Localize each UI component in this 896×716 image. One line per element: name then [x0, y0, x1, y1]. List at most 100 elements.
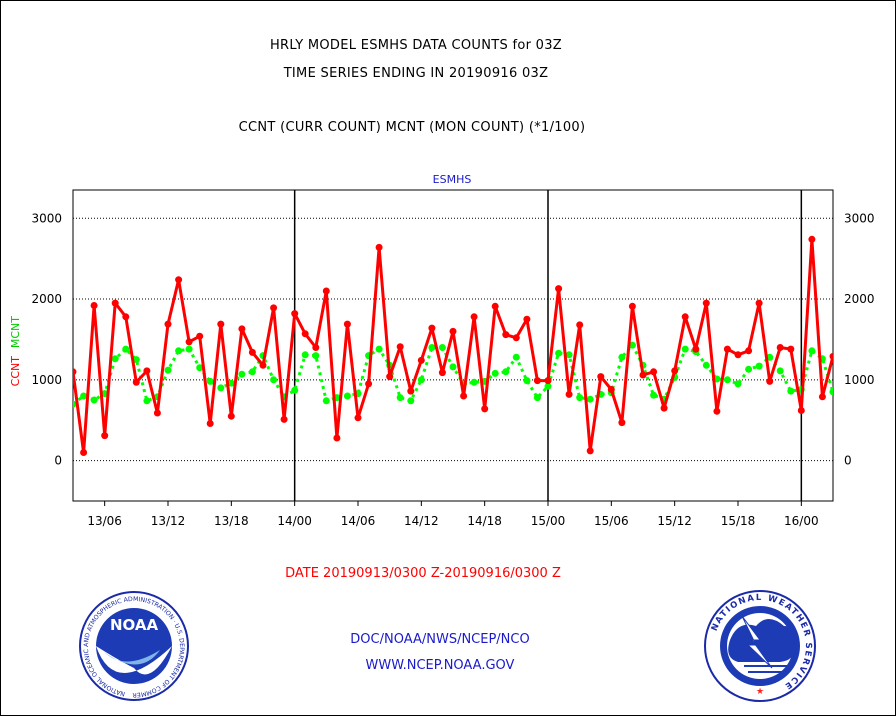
x-tick-label: 15/06	[594, 514, 629, 528]
ccnt-point	[755, 299, 763, 307]
ccnt-point	[80, 449, 88, 456]
mcnt-point	[650, 391, 658, 399]
mcnt-point	[723, 376, 731, 384]
ccnt-point	[671, 367, 679, 375]
mcnt-point	[164, 366, 172, 374]
ccnt-point	[797, 407, 805, 414]
y-tick-label-left: 3000	[31, 211, 62, 225]
credit-line-doc: DOC/NOAA/NWS/NCEP/NCO	[350, 632, 530, 647]
ccnt-point	[301, 330, 309, 338]
ccnt-point	[122, 313, 130, 321]
mcnt-point	[238, 370, 246, 378]
ccnt-point	[512, 334, 520, 342]
mcnt-point	[523, 377, 531, 385]
x-tick-label: 13/06	[87, 514, 122, 528]
mcnt-point	[438, 344, 446, 351]
ccnt-point	[365, 380, 373, 388]
date-range-label: DATE 20190913/0300 Z-20190916/0300 Z	[285, 566, 561, 581]
ccnt-point	[407, 387, 415, 395]
mcnt-point	[407, 397, 415, 405]
mcnt-point	[185, 345, 193, 353]
mcnt-point	[396, 394, 404, 402]
ccnt-point	[90, 302, 98, 309]
ccnt-point	[101, 432, 109, 440]
chart-title-line3: CCNT (CURR COUNT) MCNT (MON COUNT) (*1/1…	[238, 120, 586, 135]
mcnt-point	[132, 356, 140, 364]
ccnt-point	[481, 405, 489, 413]
mcnt-point	[470, 378, 478, 386]
x-tick-label: 14/18	[467, 514, 502, 528]
ccnt-point	[438, 369, 446, 377]
ccnt-point	[343, 320, 351, 328]
ccnt-point	[523, 315, 531, 323]
plot-area-border	[72, 189, 834, 502]
mcnt-point	[618, 353, 626, 361]
ccnt-point	[808, 235, 816, 243]
ccnt-point	[776, 344, 784, 351]
mcnt-point	[111, 355, 119, 363]
ccnt-point	[639, 371, 647, 379]
ccnt-point	[745, 347, 753, 355]
mcnt-point	[702, 361, 710, 369]
mcnt-point	[586, 395, 594, 403]
ccnt-point	[206, 420, 214, 427]
x-tick-label: 15/18	[721, 514, 756, 528]
mcnt-point	[829, 388, 833, 396]
mcnt-point	[565, 351, 573, 359]
mcnt-point	[491, 369, 499, 377]
x-tick-label: 15/00	[531, 514, 566, 528]
ccnt-point	[681, 313, 689, 321]
mcnt-point	[312, 352, 320, 360]
mcnt-point	[555, 349, 563, 357]
ccnt-point	[818, 393, 826, 401]
ccnt-point	[586, 447, 594, 455]
y-tick-label-left: 2000	[31, 292, 62, 306]
ccnt-point	[132, 378, 140, 386]
ccnt-point	[143, 367, 151, 375]
y-tick-label-left: 0	[54, 454, 62, 468]
ccnt-point	[185, 338, 193, 346]
mcnt-point	[122, 345, 130, 353]
chart-title-line1: HRLY MODEL ESMHS DATA COUNTS for 03Z	[269, 38, 563, 53]
ccnt-point	[270, 304, 278, 312]
mcnt-point	[449, 363, 457, 371]
ccnt-point	[734, 351, 742, 359]
x-tick-label: 14/12	[404, 514, 439, 528]
ccnt-point	[196, 332, 204, 340]
x-tick-label: 13/18	[214, 514, 249, 528]
ccnt-point	[259, 361, 267, 369]
x-tick-label: 14/00	[277, 514, 312, 528]
mcnt-point	[512, 353, 520, 361]
mcnt-point	[417, 376, 425, 384]
ccnt-point	[428, 324, 436, 332]
ccnt-point	[618, 419, 626, 427]
ccnt-point	[555, 285, 563, 293]
mcnt-point	[217, 384, 225, 392]
ccnt-point	[544, 377, 552, 385]
y-tick-label-right: 1000	[844, 373, 875, 387]
mcnt-point	[343, 392, 351, 400]
mcnt-point	[90, 396, 98, 404]
ccnt-point	[502, 331, 510, 339]
mcnt-point	[544, 382, 552, 390]
ccnt-point	[766, 377, 774, 385]
mcnt-point	[681, 345, 689, 353]
x-tick-label: 14/06	[341, 514, 376, 528]
ccnt-point	[565, 390, 573, 398]
ccnt-point	[153, 409, 161, 417]
credit-line-url[interactable]: WWW.NCEP.NOAA.GOV	[365, 658, 515, 673]
mcnt-point	[576, 394, 584, 402]
ccnt-point	[73, 368, 77, 376]
ccnt-point	[607, 386, 615, 393]
ccnt-series-line	[73, 237, 833, 454]
ccnt-point	[333, 434, 341, 442]
mcnt-point	[428, 344, 436, 351]
mcnt-point	[143, 397, 151, 405]
ccnt-point	[291, 310, 299, 318]
ccnt-point	[713, 407, 721, 415]
ccnt-point	[238, 325, 246, 333]
ccnt-point	[396, 343, 404, 351]
ccnt-point	[628, 302, 636, 310]
mcnt-point	[776, 367, 784, 375]
